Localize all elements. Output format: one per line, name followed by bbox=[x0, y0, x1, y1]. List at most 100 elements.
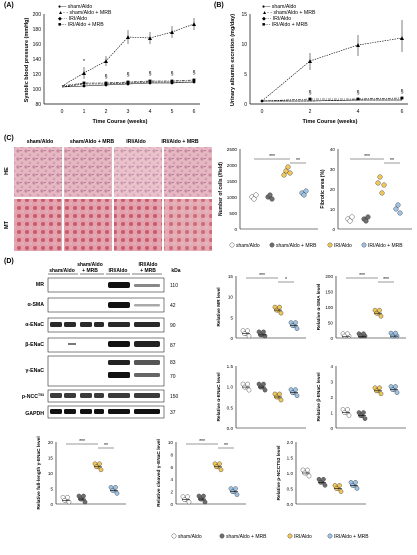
kda-value: 90 bbox=[170, 323, 176, 329]
blot-column-header: sham/Aldo bbox=[49, 268, 75, 274]
column-header: IRI/Aldo bbox=[126, 139, 146, 145]
ytick: 1.5 bbox=[227, 364, 234, 369]
blot-column-header: + MRB bbox=[140, 268, 156, 274]
data-point bbox=[185, 494, 190, 499]
xtick: 2 bbox=[309, 109, 312, 115]
ytick: 0.0 bbox=[287, 502, 294, 507]
panel-a-xlabel: Time Course (weeks) bbox=[93, 119, 148, 125]
micrograph-mt-sham-mrb bbox=[64, 199, 112, 251]
sig-marker: * bbox=[83, 59, 86, 65]
data-point bbox=[262, 333, 268, 339]
legend-item: IRI/Aldo + MRB bbox=[368, 243, 403, 249]
micrograph-grid bbox=[14, 147, 212, 251]
ytick: 2500 bbox=[227, 147, 238, 152]
legend-item: ■-·- IRI/Aldo + MRB bbox=[58, 22, 104, 28]
ytick: 0 bbox=[170, 502, 173, 507]
column-header: sham/Aldo + MRB bbox=[70, 139, 114, 145]
ytick: 1.5 bbox=[287, 456, 294, 461]
blot-column-header: sham/Aldo bbox=[77, 262, 103, 268]
chart-number-of-cells: 2500 2000 1500 1000 500 0 Number of cell… bbox=[218, 147, 318, 232]
chart-6: 2.0 1.5 1.0 0.5 0.0 Relative p-NCCT53 level bbox=[276, 440, 366, 507]
ylabel: Relative MR level bbox=[216, 287, 222, 326]
kda-header: kDa bbox=[171, 268, 180, 274]
kda-markers: 110 42 90 87 83 70 150 37 bbox=[170, 283, 179, 416]
chart-2: 1.5 1.0 0.5 0.0 Relative α-ENaC level bbox=[216, 364, 306, 431]
ytick: 200 bbox=[325, 274, 333, 279]
legend-item: ●— sham/Aldo bbox=[262, 4, 297, 10]
blot-labels: MR α-SMA α-ENaC β-ENaC γ-ENaC p-NCC T53 … bbox=[22, 282, 44, 417]
data-point bbox=[358, 333, 363, 339]
blot-column-header: IRI/Aldo bbox=[109, 268, 128, 274]
sig-marker: *** bbox=[259, 273, 265, 279]
ytick: 0 bbox=[332, 227, 335, 232]
ytick: 0 bbox=[234, 227, 237, 232]
ytick: 5 bbox=[50, 487, 53, 492]
data-point bbox=[245, 381, 250, 387]
ytick: 0 bbox=[244, 102, 247, 108]
chart-4: 20 15 10 5 0 Relative full-length γ-ENaC leve… bbox=[36, 436, 126, 510]
panel-d-figure: sham/Aldo sham/Aldo + MRB IRI/Aldo IRI/A… bbox=[22, 262, 406, 540]
xtick: 0 bbox=[61, 109, 64, 115]
xtick: 6 bbox=[193, 109, 196, 115]
data-point bbox=[377, 307, 382, 313]
panel-a-significance: * § § § § § bbox=[83, 59, 196, 80]
xtick: 3 bbox=[127, 109, 130, 115]
sig-marker: § bbox=[126, 72, 129, 78]
data-point bbox=[98, 467, 104, 473]
micrograph-mt-sham bbox=[14, 199, 62, 251]
ytick: 10 bbox=[48, 471, 54, 476]
blot-label-gapdh: GAPDH bbox=[25, 411, 44, 417]
data-point bbox=[66, 499, 72, 505]
data-point bbox=[234, 492, 240, 497]
data-point bbox=[218, 467, 224, 473]
column-header: sham/Aldo bbox=[27, 139, 54, 145]
kda-value: 42 bbox=[170, 303, 176, 309]
ytick: 6 bbox=[170, 465, 173, 470]
ytick: 2.0 bbox=[287, 440, 294, 445]
kda-value: 37 bbox=[170, 410, 176, 416]
ytick: 0.0 bbox=[227, 426, 234, 431]
xtick: 2 bbox=[105, 109, 108, 115]
data-point bbox=[113, 485, 118, 490]
sig-marker: § bbox=[400, 89, 403, 95]
sig-marker: § bbox=[308, 90, 311, 96]
ytick: 20 bbox=[330, 187, 336, 192]
panel-d: (D) sham/Aldo sham/Aldo + MRB IRI/Aldo I… bbox=[0, 256, 417, 550]
legend-item: ●— sham/Aldo bbox=[58, 4, 93, 10]
ytick: 10 bbox=[168, 440, 174, 445]
ytick: 0 bbox=[230, 336, 233, 341]
data-point bbox=[394, 390, 400, 395]
panel-b-chart: 15 10 5 0 0 2 4 6 Time Course (weeks) Ur… bbox=[230, 12, 408, 125]
ytick: 1500 bbox=[227, 179, 238, 184]
panel-a-chart: 200 180 160 140 120 100 80 0 1 2 3 4 5 6… bbox=[24, 12, 200, 125]
data-point bbox=[345, 407, 350, 412]
ytick: 4 bbox=[170, 477, 173, 482]
blot-label-superscript: T53 bbox=[38, 393, 44, 397]
blot-label-mr: MR bbox=[36, 282, 44, 288]
data-point bbox=[393, 330, 398, 336]
ytick: 120 bbox=[33, 72, 42, 78]
ylabel: Fibrotic area (%) bbox=[320, 169, 326, 209]
blot-column-header: IRI/Aldo bbox=[139, 262, 158, 268]
xtick: 5 bbox=[171, 109, 174, 115]
legend-item: ◆··· IRI/Aldo bbox=[262, 16, 292, 22]
blot-label-genac: γ-ENaC bbox=[26, 368, 45, 374]
data-point bbox=[277, 391, 282, 397]
ytick: 0 bbox=[330, 336, 333, 341]
data-point bbox=[353, 480, 358, 485]
data-point bbox=[217, 461, 222, 467]
xtick: 4 bbox=[357, 109, 360, 115]
ytick: 1000 bbox=[227, 195, 238, 200]
ytick: 0 bbox=[50, 502, 53, 507]
chart-1: 200 150 100 50 0 Relative α-SMA level *** *** bbox=[316, 273, 406, 341]
panel-a-yticks: 200 180 160 140 120 100 80 bbox=[33, 12, 42, 108]
legend-item: ▲- - sham/Aldo + MRB bbox=[58, 10, 112, 16]
data-point bbox=[202, 499, 208, 505]
ytick: 180 bbox=[33, 27, 42, 33]
ytick: 10 bbox=[330, 207, 336, 212]
ytick: 8 bbox=[170, 452, 173, 457]
ytick: 2 bbox=[170, 490, 173, 495]
data-point bbox=[245, 328, 250, 333]
blot-bands bbox=[50, 282, 160, 414]
